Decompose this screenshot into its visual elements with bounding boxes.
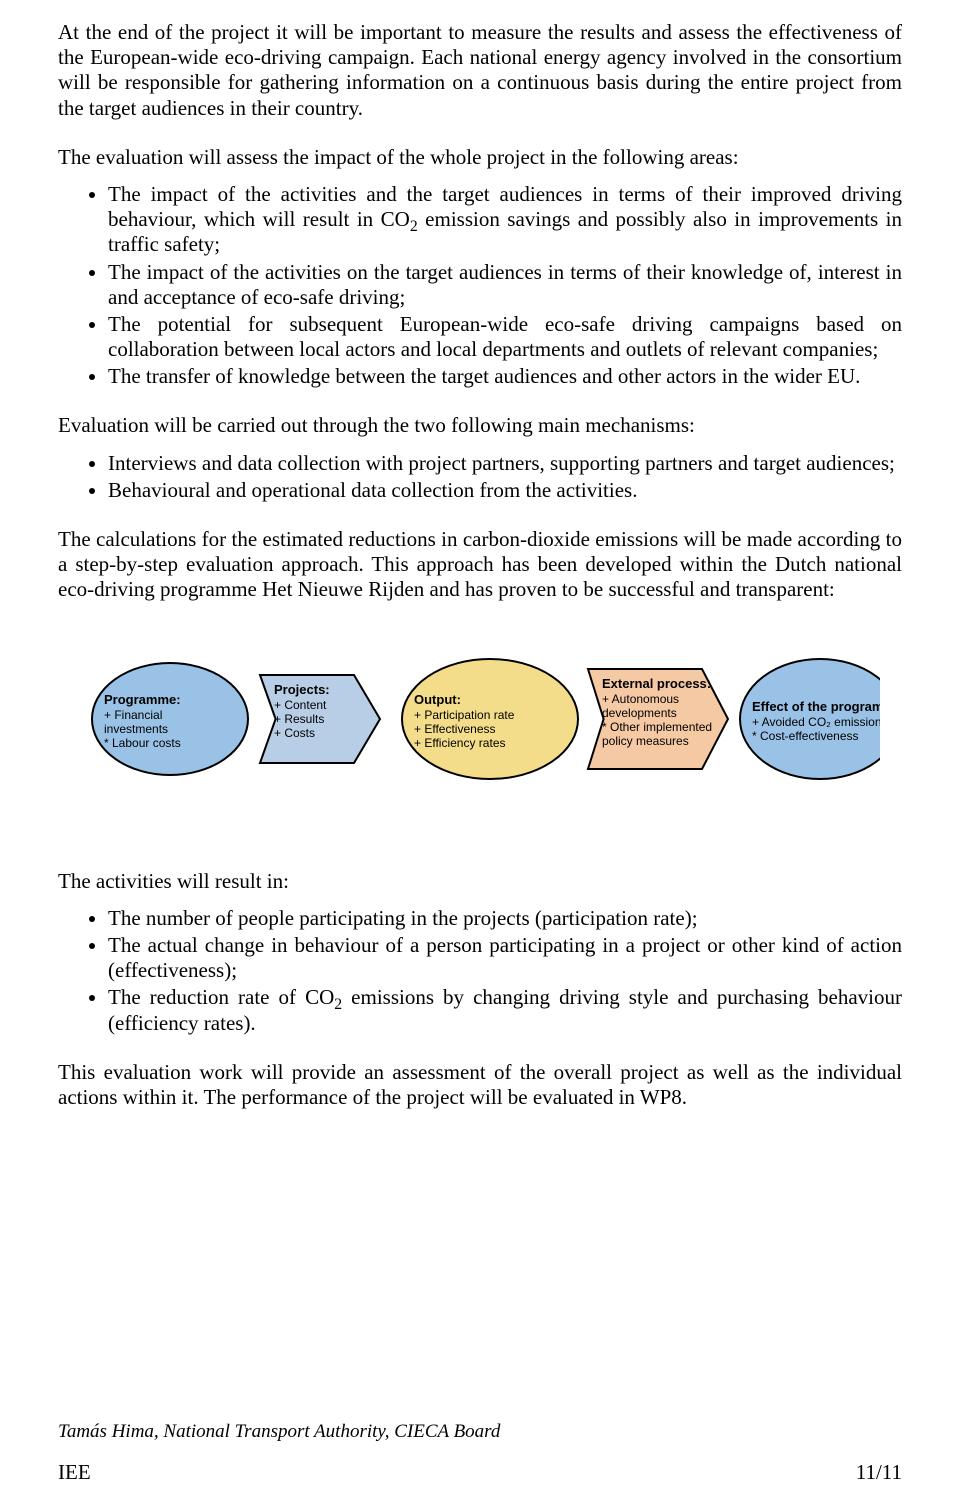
svg-text:+ Effectiveness: + Effectiveness xyxy=(414,722,496,736)
list-item: The impact of the activities on the targ… xyxy=(108,260,902,310)
svg-text:+ Autonomous: + Autonomous xyxy=(602,692,679,706)
impact-areas-list: The impact of the activities and the tar… xyxy=(58,182,902,390)
svg-text:investments: investments xyxy=(104,722,168,736)
flow-diagram-svg: Programme:+ Financial investments* Labou… xyxy=(80,629,880,809)
svg-text:Output:: Output: xyxy=(414,692,461,707)
mechanisms-list: Interviews and data collection with proj… xyxy=(58,451,902,503)
results-list: The number of people participating in th… xyxy=(58,906,902,1036)
svg-text:* Cost-effectiveness: * Cost-effectiveness xyxy=(752,729,859,743)
svg-text:+ Content: + Content xyxy=(274,698,327,712)
list-item: The impact of the activities and the tar… xyxy=(108,182,902,258)
list-item: The number of people participating in th… xyxy=(108,906,902,931)
list-item: The transfer of knowledge between the ta… xyxy=(108,364,902,389)
svg-text:+ Efficiency rates: + Efficiency rates xyxy=(414,736,506,750)
results-lead: The activities will result in: xyxy=(58,869,902,894)
svg-text:Effect of the programme:: Effect of the programme: xyxy=(752,699,880,714)
list-item: The potential for subsequent European-wi… xyxy=(108,312,902,362)
svg-text:* Labour costs: * Labour costs xyxy=(104,736,181,750)
svg-text:External process:: External process: xyxy=(602,676,711,691)
svg-text:+ Participation rate: + Participation rate xyxy=(414,708,515,722)
subscript: 2 xyxy=(334,997,342,1014)
svg-text:+ Avoided CO₂ emissions: + Avoided CO₂ emissions xyxy=(752,715,880,729)
svg-text:policy measures: policy measures xyxy=(602,734,689,748)
svg-text:+ Results: + Results xyxy=(274,712,324,726)
page-footer: Tamás Hima, National Transport Authority… xyxy=(58,1421,902,1485)
list-item: The reduction rate of CO2 emissions by c… xyxy=(108,985,902,1035)
li-text: The reduction rate of CO xyxy=(108,985,334,1009)
subscript: 2 xyxy=(410,218,418,235)
calculations-paragraph: The calculations for the estimated reduc… xyxy=(58,527,902,603)
footer-right: 11/11 xyxy=(856,1460,902,1485)
svg-text:* Other implemented: * Other implemented xyxy=(602,720,712,734)
author-line: Tamás Hima, National Transport Authority… xyxy=(58,1421,902,1444)
svg-text:+ Costs: + Costs xyxy=(274,726,315,740)
svg-text:developments: developments xyxy=(602,706,677,720)
svg-text:+ Financial: + Financial xyxy=(104,708,162,722)
list-item: The actual change in behaviour of a pers… xyxy=(108,933,902,983)
list-item: Interviews and data collection with proj… xyxy=(108,451,902,476)
areas-lead: The evaluation will assess the impact of… xyxy=(58,145,902,170)
list-item: Behavioural and operational data collect… xyxy=(108,478,902,503)
intro-paragraph: At the end of the project it will be imp… xyxy=(58,20,902,121)
mechanisms-lead: Evaluation will be carried out through t… xyxy=(58,413,902,438)
closing-paragraph: This evaluation work will provide an ass… xyxy=(58,1060,902,1110)
footer-left: IEE xyxy=(58,1460,91,1485)
svg-text:Programme:: Programme: xyxy=(104,692,181,707)
evaluation-flow-diagram: Programme:+ Financial investments* Labou… xyxy=(58,629,902,809)
svg-text:Projects:: Projects: xyxy=(274,682,330,697)
